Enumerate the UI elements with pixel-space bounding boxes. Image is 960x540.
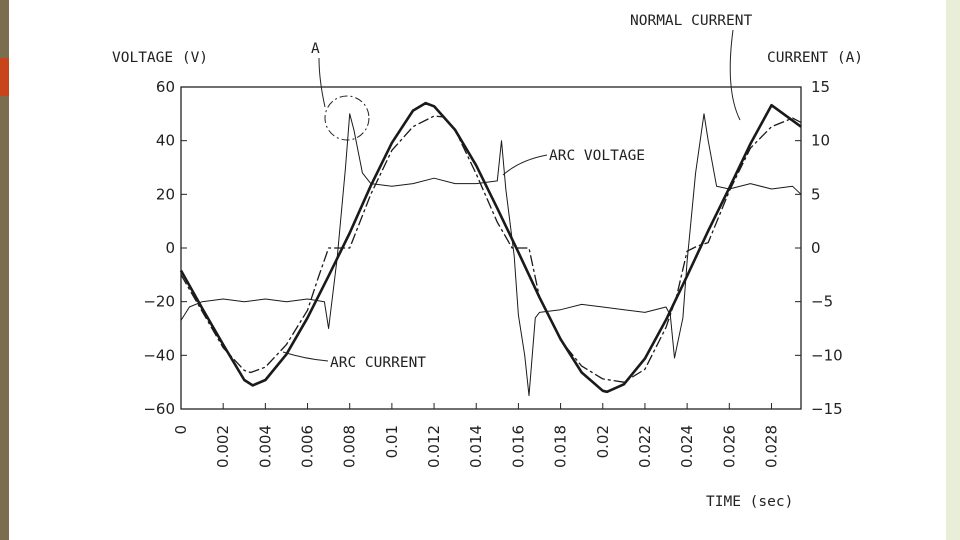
arc-current-leader-line bbox=[282, 351, 329, 362]
point-a-circle bbox=[324, 95, 370, 141]
series-line-normal-current bbox=[179, 101, 802, 394]
x-axis-label: TIME (sec) bbox=[706, 494, 793, 510]
x-tick-label: 0.026 bbox=[720, 425, 738, 468]
x-tick-label: 0.016 bbox=[509, 425, 527, 468]
y-right-tick-label: −15 bbox=[811, 400, 843, 418]
x-tick-label: 0.006 bbox=[299, 425, 317, 468]
y-left-tick-label: −40 bbox=[143, 346, 175, 364]
y-right-tick-label: 5 bbox=[811, 185, 821, 203]
y-right-tick-label: 15 bbox=[811, 78, 830, 96]
y-right-tick-label: 10 bbox=[811, 132, 830, 150]
x-tick-label: 0.028 bbox=[763, 425, 781, 468]
x-tick-label: 0 bbox=[172, 425, 190, 435]
y-left-tick-label: −20 bbox=[143, 293, 175, 311]
series-line-arc-voltage bbox=[180, 113, 802, 397]
x-tick-label: 0.014 bbox=[467, 425, 485, 468]
x-tick-label: 0.004 bbox=[256, 425, 274, 468]
left-decorative-band bbox=[0, 0, 9, 540]
x-tick-label: 0.024 bbox=[678, 425, 696, 468]
x-tick-label: 0.002 bbox=[214, 425, 232, 468]
normal-current-leader-line bbox=[729, 29, 741, 121]
tick-layer: 0 0.002 0.004 0.006 0.008 0.01 0.012 0.014 0.016… bbox=[143, 78, 842, 468]
point-a-annotation: A bbox=[311, 41, 320, 57]
y-left-tick-label: 40 bbox=[156, 132, 175, 150]
y-left-tick-label: 20 bbox=[156, 185, 175, 203]
series-line-arc-current bbox=[180, 115, 802, 383]
x-tick-label: 0.018 bbox=[552, 425, 570, 468]
y-right-tick-label: 0 bbox=[811, 239, 821, 257]
arc-voltage-annotation: ARC VOLTAGE bbox=[549, 148, 645, 164]
y-axis-right-label: CURRENT (A) bbox=[767, 50, 863, 66]
right-decorative-band bbox=[946, 0, 960, 540]
y-left-tick-label: 0 bbox=[165, 239, 175, 257]
arc-current-annotation: ARC CURRENT bbox=[330, 355, 426, 371]
left-accent-tab bbox=[0, 58, 9, 96]
normal-current-annotation: NORMAL CURRENT bbox=[630, 13, 752, 29]
y-left-tick-label: −60 bbox=[143, 400, 175, 418]
y-right-tick-label: −10 bbox=[811, 346, 843, 364]
y-axis-left-label: VOLTAGE (V) bbox=[112, 50, 208, 66]
x-tick-label: 0.01 bbox=[383, 425, 401, 458]
y-right-tick-label: −5 bbox=[811, 293, 833, 311]
y-left-tick-label: 60 bbox=[156, 78, 175, 96]
x-tick-label: 0.012 bbox=[425, 425, 443, 468]
point-a-leader-line bbox=[318, 57, 326, 108]
x-tick-label: 0.022 bbox=[636, 425, 654, 468]
x-tick-label: 0.02 bbox=[594, 425, 612, 458]
x-tick-label: 0.008 bbox=[341, 425, 359, 468]
plot-frame bbox=[180, 86, 802, 410]
series-layer bbox=[179, 101, 802, 397]
arc-voltage-leader-line bbox=[502, 154, 548, 176]
